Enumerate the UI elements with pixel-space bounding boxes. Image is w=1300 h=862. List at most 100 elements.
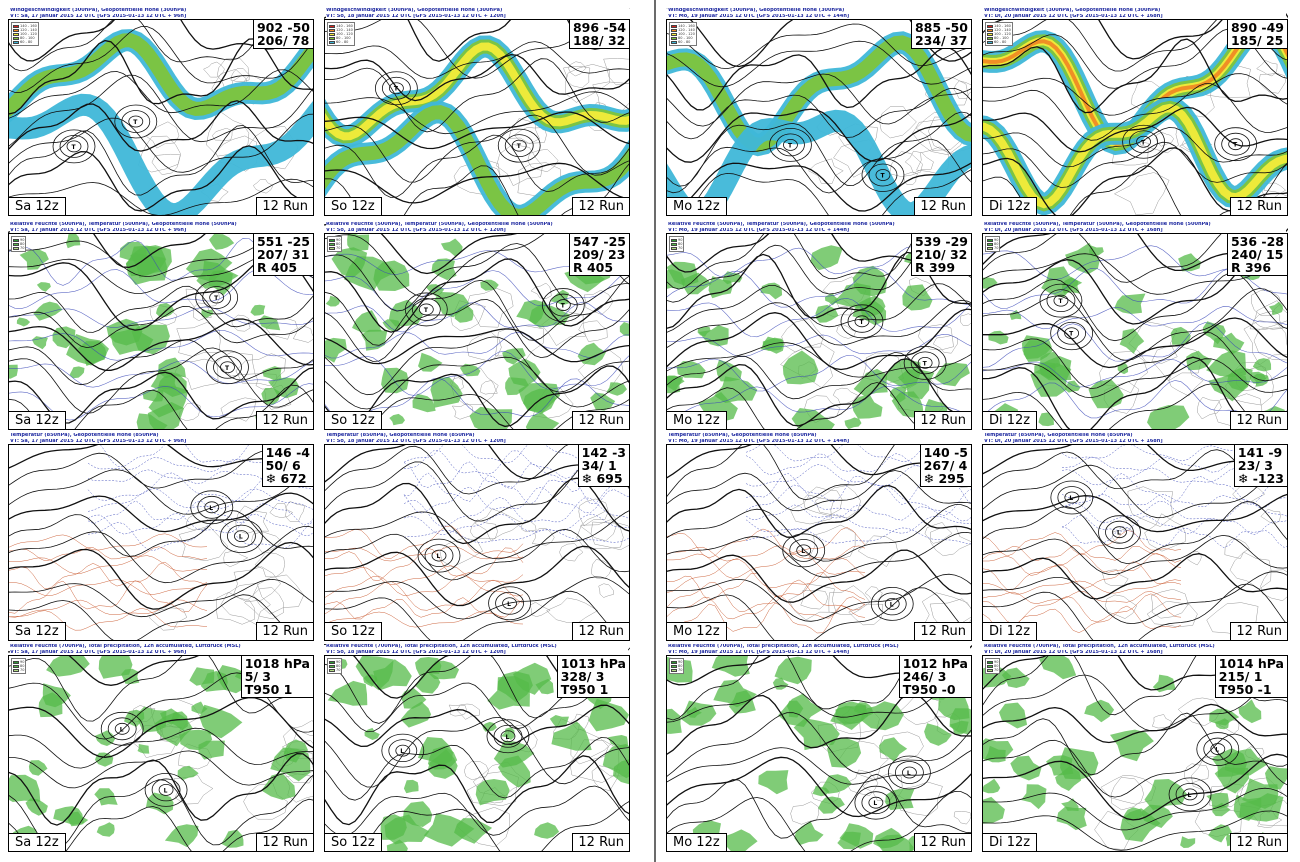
map-panel-mslp-1: L L Relative Feuchte (700hPa), Total preci… [8, 644, 314, 852]
stats-box: 1018 hPa 5/ 3 T950 1 [240, 656, 313, 698]
stats-box: 1013 hPa 328/ 3 T950 1 [556, 656, 629, 698]
stats-box: 902 -50 206/ 78 [252, 20, 313, 49]
run-label: 12 Run [256, 197, 313, 215]
legend-label: 70 [20, 246, 25, 250]
valid-time: VT: Di, 20 januar 2015 12 UTC [GFS 2015-… [984, 227, 1163, 233]
map-header: Relative Feuchte (500hPa), Temperatur (5… [326, 222, 628, 234]
run-label: 12 Run [914, 411, 971, 429]
map-title: Windgeschwindigkeit (300hPa), Geopotenti… [668, 8, 845, 13]
svg-text:T: T [133, 119, 138, 126]
legend-swatch [329, 246, 335, 250]
legend-swatch [987, 24, 993, 28]
svg-text:L: L [400, 748, 404, 755]
legend-swatch [329, 24, 335, 28]
valid-time: VT: Sa, 17 januar 2015 12 UTC [GFS 2015-… [10, 649, 187, 655]
legend-label: 80 - 100 [678, 36, 693, 40]
legend-label: 140 - 160 [994, 24, 1011, 28]
valid-time: VT: Mo, 19 januar 2015 12 UTC [GFS 2015-… [668, 227, 850, 233]
legend-label: 70 [678, 246, 683, 250]
humidity-legend: 90 80 70 [327, 236, 343, 252]
map-panel-p850-3: L L Temperatur (850hPa), Geopotentielle Hö… [666, 433, 972, 641]
legend-swatch [671, 238, 677, 242]
run-label: 12 Run [256, 411, 313, 429]
weather-map: LL [324, 644, 630, 852]
stats-line: ❄ -123 [1237, 471, 1284, 486]
day-label: Di 12z [983, 622, 1038, 640]
legend-swatch [13, 238, 19, 242]
map-panel-p500-4: T T Relative Feuchte (500hPa), Temperatur … [982, 222, 1288, 430]
map-panel-p300-3: T T Windgeschwindigkeit (300hPa), Geopoten… [666, 8, 972, 216]
stats-line: 267/ 4 [923, 458, 968, 473]
run-label: 12 Run [256, 622, 313, 640]
stats-line: 1014 hPa [1218, 656, 1284, 671]
svg-text:L: L [437, 553, 441, 560]
legend-label: 100 - 120 [336, 32, 353, 36]
valid-time: VT: Sa, 17 januar 2015 12 UTC [GFS 2015-… [10, 438, 187, 444]
svg-text:T: T [225, 365, 230, 372]
svg-text:L: L [801, 548, 805, 555]
legend-label: 70 [994, 668, 999, 672]
day-label: Mo 12z [667, 411, 727, 429]
valid-time: VT: Mo, 19 januar 2015 12 UTC [GFS 2015-… [668, 438, 850, 444]
stats-line: 1013 hPa [560, 656, 626, 671]
day-label: So 12z [325, 197, 382, 215]
legend-label: 90 [336, 660, 341, 664]
stats-line: 5/ 3 [244, 669, 271, 684]
legend-swatch [13, 28, 19, 32]
wind-speed-legend: 140 - 160 120 - 140 100 - 120 80 - 100 60 - … [327, 22, 355, 46]
map-header: Windgeschwindigkeit (300hPa), Geopotenti… [10, 8, 312, 20]
stats-line: 539 -29 [914, 234, 968, 249]
map-panel-p500-2: T T Relative Feuchte (500hPa), Temperatur … [324, 222, 630, 430]
map-panel-p850-4: L L Temperatur (850hPa), Geopotentielle Hö… [982, 433, 1288, 641]
valid-time: VT: Mo, 19 januar 2015 12 UTC [GFS 2015-… [668, 649, 850, 655]
legend-label: 100 - 120 [678, 32, 695, 36]
map-header: Windgeschwindigkeit (300hPa), Geopotenti… [326, 8, 628, 20]
map-title: Relative Feuchte (700hPa), Total precipi… [984, 644, 1215, 649]
legend-label: 140 - 160 [20, 24, 37, 28]
map-title: Relative Feuchte (700hPa), Total precipi… [10, 644, 241, 649]
legend-swatch [671, 660, 677, 664]
svg-text:T: T [424, 307, 429, 314]
svg-text:T: T [561, 303, 566, 310]
svg-text:T: T [1058, 298, 1063, 305]
map-title: Windgeschwindigkeit (300hPa), Geopotenti… [326, 8, 503, 13]
legend-swatch [13, 242, 19, 246]
legend-swatch [329, 238, 335, 242]
humidity-legend: 90 80 70 [327, 658, 343, 674]
legend-label: 90 [994, 238, 999, 242]
svg-text:L: L [507, 601, 511, 608]
legend-swatch [13, 24, 19, 28]
weather-map: TT [666, 222, 972, 430]
legend-swatch [987, 238, 993, 242]
stats-line: 328/ 3 [560, 669, 605, 684]
legend-swatch [987, 242, 993, 246]
legend-swatch [13, 32, 19, 36]
stats-line: 890 -49 [1230, 20, 1284, 35]
map-header: Temperatur (850hPa), Geopotentielle Höhe… [10, 433, 312, 445]
svg-text:L: L [209, 505, 213, 512]
run-label: 12 Run [1230, 622, 1287, 640]
legend-label: 70 [678, 668, 683, 672]
legend-swatch [329, 242, 335, 246]
svg-text:T: T [72, 144, 77, 151]
stats-line: 1018 hPa [244, 656, 310, 671]
legend-label: 80 [994, 242, 999, 246]
valid-time: VT: Di, 20 januar 2015 12 UTC [GFS 2015-… [984, 13, 1163, 19]
legend-swatch [671, 664, 677, 668]
svg-text:L: L [1117, 530, 1121, 537]
day-label: Di 12z [983, 833, 1038, 851]
run-label: 12 Run [914, 622, 971, 640]
svg-text:L: L [1215, 747, 1219, 754]
legend-label: 90 [678, 238, 683, 242]
map-header: Relative Feuchte (700hPa), Total precipi… [984, 644, 1286, 656]
legend-label: 60 - 80 [678, 40, 691, 44]
wind-speed-legend: 140 - 160 120 - 140 100 - 120 80 - 100 60 - … [11, 22, 39, 46]
stats-line: 209/ 23 [572, 247, 626, 262]
legend-label: 90 [994, 660, 999, 664]
map-title: Relative Feuchte (500hPa), Temperatur (5… [10, 222, 237, 227]
day-label: Mo 12z [667, 833, 727, 851]
map-title: Relative Feuchte (500hPa), Temperatur (5… [668, 222, 895, 227]
legend-swatch [671, 40, 677, 44]
stats-line: 185/ 25 [1230, 33, 1284, 48]
stats-line: R 399 [914, 260, 956, 275]
